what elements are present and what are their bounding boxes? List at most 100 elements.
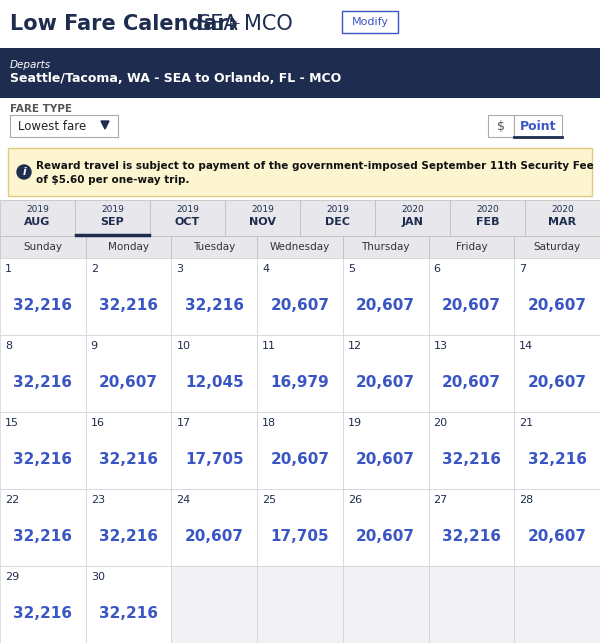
Text: 20,607: 20,607 [99, 376, 158, 390]
Text: Modify: Modify [352, 17, 389, 27]
Text: Tuesday: Tuesday [193, 242, 235, 252]
Bar [343, 236, 428, 258]
Bar [0, 412, 86, 489]
Text: 12: 12 [348, 341, 362, 351]
Bar [428, 335, 514, 412]
Text: 20,607: 20,607 [356, 376, 415, 390]
Text: 2019: 2019 [176, 204, 199, 213]
Bar [0, 566, 86, 643]
Text: 20,607: 20,607 [527, 376, 587, 390]
Text: Wednesday: Wednesday [270, 242, 330, 252]
Text: 32,216: 32,216 [185, 298, 244, 313]
Text: 2019: 2019 [101, 204, 124, 213]
Text: 32,216: 32,216 [99, 298, 158, 313]
Text: 2019: 2019 [251, 204, 274, 213]
Text: 24: 24 [176, 495, 191, 505]
Bar [172, 335, 257, 412]
Bar [172, 566, 257, 643]
Bar [343, 412, 428, 489]
Text: 32,216: 32,216 [442, 529, 501, 544]
Text: 1: 1 [5, 264, 12, 274]
Bar [86, 236, 172, 258]
Text: SEP: SEP [101, 217, 124, 227]
Text: 17: 17 [176, 418, 191, 428]
Text: SEA: SEA [198, 14, 239, 34]
Bar [257, 236, 343, 258]
Text: 20,607: 20,607 [527, 529, 587, 544]
Bar [0, 489, 86, 566]
Text: 25: 25 [262, 495, 276, 505]
Text: 28: 28 [519, 495, 533, 505]
Bar [75, 200, 150, 236]
Bar [257, 489, 343, 566]
Text: Reward travel is subject to payment of the government-imposed September 11th Sec: Reward travel is subject to payment of t… [36, 161, 594, 171]
Text: 32,216: 32,216 [13, 529, 73, 544]
Text: Friday: Friday [455, 242, 487, 252]
Bar [342, 11, 398, 33]
Text: 20,607: 20,607 [442, 298, 501, 313]
Bar [225, 200, 300, 236]
Bar [8, 148, 592, 196]
Text: ✈: ✈ [228, 17, 239, 31]
Bar [172, 236, 257, 258]
Text: 7: 7 [519, 264, 526, 274]
Text: 20,607: 20,607 [356, 298, 415, 313]
Bar [343, 566, 428, 643]
Bar [514, 489, 600, 566]
Bar [10, 115, 118, 137]
Bar [514, 335, 600, 412]
Bar [300, 200, 375, 236]
Bar [428, 412, 514, 489]
Bar [86, 489, 172, 566]
Text: 16,979: 16,979 [271, 376, 329, 390]
Bar [525, 200, 600, 236]
Text: 20,607: 20,607 [356, 452, 415, 467]
Text: 32,216: 32,216 [13, 376, 73, 390]
Text: 5: 5 [348, 264, 355, 274]
Text: 20,607: 20,607 [271, 298, 329, 313]
Bar [0, 236, 86, 258]
Text: NOV: NOV [249, 217, 276, 227]
Bar [514, 412, 600, 489]
Text: 14: 14 [519, 341, 533, 351]
Text: FEB: FEB [476, 217, 499, 227]
Bar [257, 258, 343, 335]
Text: 8: 8 [5, 341, 12, 351]
Bar [375, 200, 450, 236]
Text: 22: 22 [5, 495, 19, 505]
Bar [343, 489, 428, 566]
Bar [86, 335, 172, 412]
Text: 17,705: 17,705 [271, 529, 329, 544]
Text: DEC: DEC [325, 217, 350, 227]
Bar [514, 115, 562, 137]
Text: Low Fare Calendar:: Low Fare Calendar: [10, 14, 236, 34]
Text: Monday: Monday [108, 242, 149, 252]
Text: 32,216: 32,216 [442, 452, 501, 467]
Bar [514, 258, 600, 335]
Bar [172, 258, 257, 335]
Circle shape [17, 165, 31, 179]
Text: 20,607: 20,607 [356, 529, 415, 544]
Text: 12,045: 12,045 [185, 376, 244, 390]
Text: 3: 3 [176, 264, 184, 274]
Bar [343, 258, 428, 335]
Text: 2019: 2019 [26, 204, 49, 213]
Text: Point: Point [520, 120, 556, 132]
Text: 32,216: 32,216 [13, 452, 73, 467]
Text: 29: 29 [5, 572, 19, 582]
Text: 20,607: 20,607 [527, 298, 587, 313]
Text: 20,607: 20,607 [442, 376, 501, 390]
Bar [488, 115, 514, 137]
Text: 4: 4 [262, 264, 269, 274]
Text: 13: 13 [434, 341, 448, 351]
Text: Thursday: Thursday [361, 242, 410, 252]
Text: 11: 11 [262, 341, 276, 351]
Bar [86, 566, 172, 643]
Text: 17,705: 17,705 [185, 452, 244, 467]
Text: 21: 21 [519, 418, 533, 428]
Text: 2020: 2020 [401, 204, 424, 213]
Text: Seattle/Tacoma, WA - SEA to Orlando, FL - MCO: Seattle/Tacoma, WA - SEA to Orlando, FL … [10, 72, 341, 85]
Bar [150, 200, 225, 236]
Bar [0, 335, 86, 412]
Text: 20: 20 [434, 418, 448, 428]
